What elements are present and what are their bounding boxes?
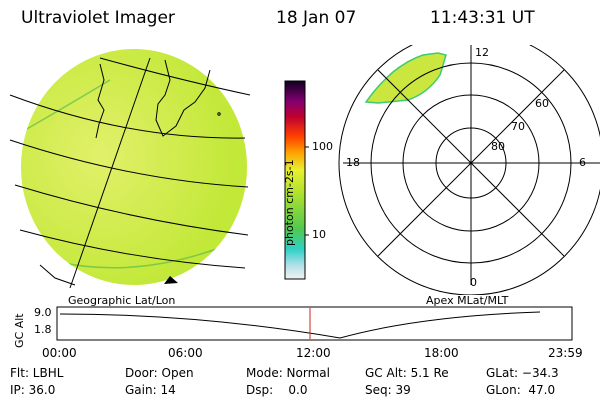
- coastline: [95, 59, 221, 139]
- altitude-plot-frame: [56, 306, 573, 341]
- geo-projection-label: Geographic Lat/Lon: [68, 294, 176, 307]
- alt-tick-1-8: 1.8: [34, 323, 52, 336]
- dsp-readout: Dsp: 0.0: [246, 383, 308, 397]
- colorbar-unit-label: photon cm-2s-1: [283, 159, 296, 246]
- geo-longitude-readout: GLon: 47.0: [486, 383, 556, 397]
- gain-readout: Gain: 14: [125, 383, 176, 397]
- sun-marker: [164, 276, 178, 284]
- ip-readout: IP: 36.0: [10, 383, 56, 397]
- time-tick-0000: 00:00: [42, 346, 77, 360]
- filter-readout: Flt: LBHL: [10, 366, 64, 380]
- instrument-title: Ultraviolet Imager: [21, 8, 175, 28]
- time-tick-1200: 12:00: [296, 346, 331, 360]
- altitude-axis-label: GC Alt: [13, 313, 26, 348]
- mlt-label-18: 18: [346, 156, 360, 169]
- color-bar: [284, 80, 309, 280]
- time-tick-1800: 18:00: [424, 346, 459, 360]
- polar-plot: [338, 45, 600, 295]
- lat-label-60: 60: [535, 97, 549, 110]
- colorbar-tick-100: 100: [312, 140, 333, 153]
- graticule-lines: [9, 57, 251, 289]
- alt-tick-9: 9.0: [34, 306, 52, 319]
- lat-label-80: 80: [491, 140, 505, 153]
- sequence-readout: Seq: 39: [365, 383, 411, 397]
- colorbar-tick-10: 10: [312, 228, 326, 241]
- mlt-label-6: 6: [579, 156, 586, 169]
- time-tick-0600: 06:00: [168, 346, 203, 360]
- mlt-label-12: 12: [475, 46, 489, 59]
- altitude-strip-plot: [56, 306, 573, 341]
- observation-date: 18 Jan 07: [276, 8, 357, 28]
- lat-ring-50: [338, 45, 600, 295]
- mode-readout: Mode: Normal: [246, 366, 330, 380]
- altitude-curve: [59, 311, 541, 339]
- lat-label-70: 70: [511, 120, 525, 133]
- geographic-image: [9, 49, 251, 289]
- door-readout: Door: Open: [125, 366, 194, 380]
- time-tick-2359: 23:59: [548, 346, 583, 360]
- auroral-oval-fill: [364, 52, 447, 104]
- polar-projection-label: Apex MLat/MLT: [426, 294, 509, 307]
- geo-latitude-readout: GLat: −34.3: [486, 366, 559, 380]
- mlt-label-0: 0: [470, 276, 477, 289]
- gc-altitude-readout: GC Alt: 5.1 Re: [365, 366, 449, 380]
- observation-time: 11:43:31 UT: [430, 8, 535, 28]
